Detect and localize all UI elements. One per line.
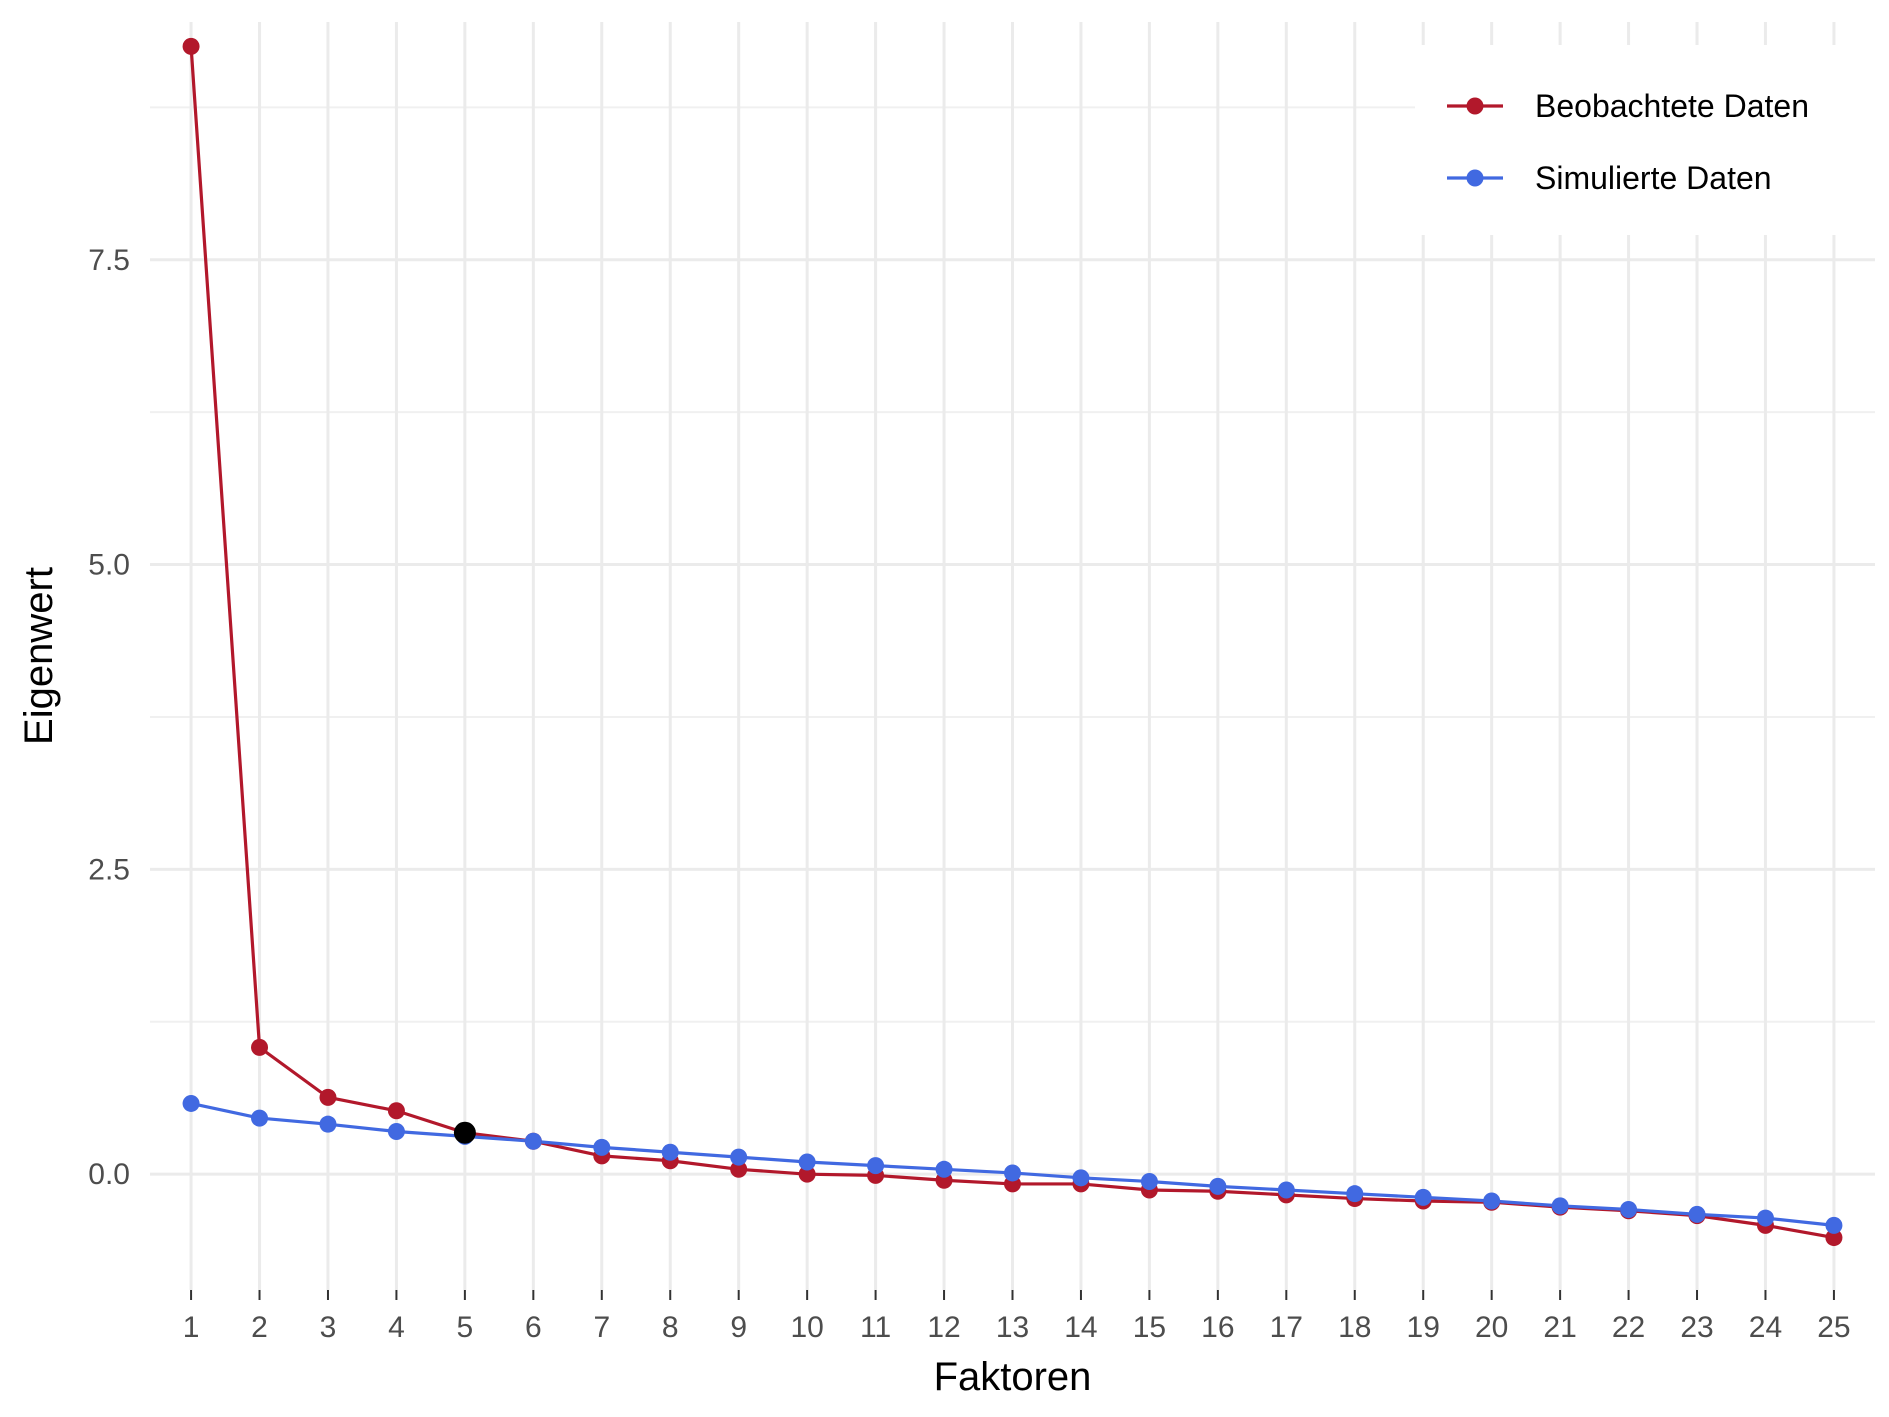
legend-label: Beobachtete Daten xyxy=(1535,88,1809,124)
x-tick-label: 8 xyxy=(662,1311,679,1344)
data-point xyxy=(182,37,200,55)
data-point xyxy=(730,1148,748,1166)
data-point xyxy=(1688,1205,1706,1223)
x-tick-label: 22 xyxy=(1612,1311,1645,1344)
legend-label: Simulierte Daten xyxy=(1535,160,1772,196)
data-point xyxy=(319,1115,337,1133)
x-tick-label: 18 xyxy=(1338,1311,1371,1344)
data-point xyxy=(1825,1229,1843,1247)
x-tick-label: 17 xyxy=(1270,1311,1303,1344)
data-point xyxy=(1414,1188,1432,1206)
legend: Beobachtete Daten Simulierte Daten xyxy=(1447,88,1809,196)
x-tick-label: 14 xyxy=(1064,1311,1097,1344)
highlight-point xyxy=(453,1121,476,1144)
series-layer xyxy=(182,37,1843,1247)
data-point xyxy=(1620,1201,1638,1219)
x-tick-label: 1 xyxy=(183,1311,200,1344)
x-tick-label: 11 xyxy=(860,1311,891,1344)
x-tick-label: 6 xyxy=(525,1311,542,1344)
data-point xyxy=(867,1157,885,1175)
data-point xyxy=(1551,1197,1569,1215)
data-point xyxy=(387,1123,405,1140)
x-tick-label: 12 xyxy=(927,1311,960,1344)
y-axis-title: Eigenwert xyxy=(17,567,61,745)
x-tick-label: 23 xyxy=(1680,1311,1713,1344)
x-axis-title: Faktoren xyxy=(934,1355,1092,1399)
x-tick-label: 3 xyxy=(320,1311,337,1344)
x-tick-label: 15 xyxy=(1133,1311,1166,1344)
data-point xyxy=(1140,1172,1158,1190)
data-point xyxy=(1483,1192,1501,1210)
x-tick-label: 10 xyxy=(790,1311,823,1344)
data-point xyxy=(1277,1181,1295,1199)
data-point xyxy=(1072,1169,1090,1187)
data-point xyxy=(593,1138,611,1156)
data-point xyxy=(1756,1209,1774,1227)
legend-background xyxy=(1415,45,1875,235)
x-tick-label: 25 xyxy=(1817,1311,1850,1344)
data-point xyxy=(182,1094,200,1112)
data-point xyxy=(1825,1216,1843,1234)
data-point xyxy=(661,1143,679,1161)
x-tick-label: 7 xyxy=(593,1311,610,1344)
data-point xyxy=(524,1132,542,1150)
data-point xyxy=(251,1109,269,1127)
x-axis-tick-labels: 1 2 3 4 5 6 7 8 9 10 11 12 13 14 15 16 17 18 19 20 21 22 23 24 2… xyxy=(183,1290,1851,1344)
x-tick-label: 16 xyxy=(1201,1311,1234,1344)
data-point xyxy=(1209,1177,1227,1195)
y-axis-tick-labels: 0.0 2.5 5.0 7.5 xyxy=(88,244,130,1191)
x-tick-label: 13 xyxy=(996,1311,1029,1344)
x-tick-label: 2 xyxy=(251,1311,268,1344)
data-point xyxy=(387,1102,405,1120)
x-tick-label: 5 xyxy=(457,1311,474,1344)
x-tick-label: 4 xyxy=(388,1311,405,1344)
data-point xyxy=(935,1160,953,1178)
data-point xyxy=(730,1160,748,1178)
legend-key-point xyxy=(1466,97,1484,115)
x-tick-label: 19 xyxy=(1407,1311,1440,1344)
legend-key-point xyxy=(1466,169,1484,187)
data-point xyxy=(1346,1185,1364,1203)
y-tick-label: 2.5 xyxy=(88,853,130,886)
x-tick-label: 9 xyxy=(730,1311,747,1344)
data-point xyxy=(798,1165,816,1183)
y-tick-label: 5.0 xyxy=(88,549,130,582)
data-point xyxy=(1004,1164,1021,1182)
data-point xyxy=(251,1038,269,1056)
data-point xyxy=(798,1153,816,1171)
x-tick-label: 21 xyxy=(1543,1311,1576,1344)
grid-major xyxy=(150,22,1875,1290)
x-tick-label: 24 xyxy=(1749,1311,1782,1344)
y-tick-label: 7.5 xyxy=(88,244,130,277)
y-tick-label: 0.0 xyxy=(88,1158,130,1191)
x-tick-label: 20 xyxy=(1475,1311,1508,1344)
data-point xyxy=(319,1088,337,1106)
